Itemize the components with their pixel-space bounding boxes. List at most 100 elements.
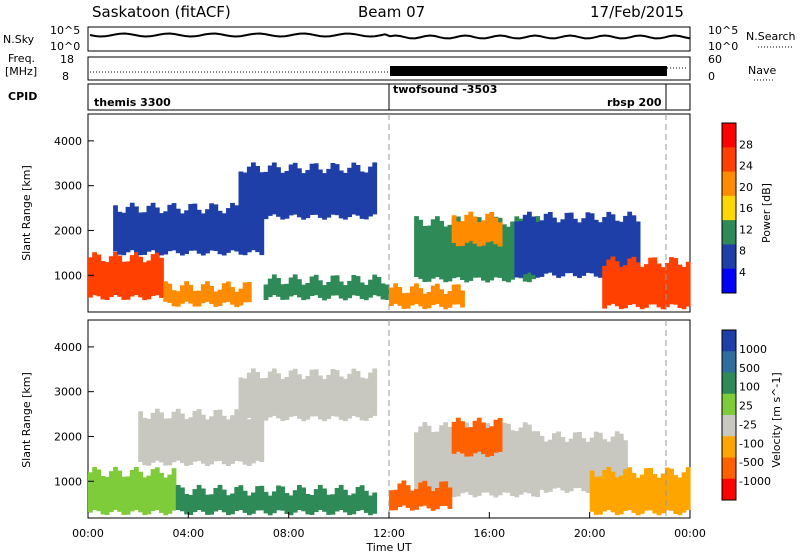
data-cell <box>138 256 143 298</box>
data-cell <box>163 211 169 255</box>
colorbar-tick-label: 12 <box>739 223 753 236</box>
data-cell <box>188 417 194 465</box>
data-cell <box>292 490 298 513</box>
data-cell <box>242 490 248 513</box>
data-cell <box>610 256 616 304</box>
data-cell <box>497 217 503 278</box>
data-cell <box>184 281 189 302</box>
data-cell <box>489 426 495 456</box>
station-title: Saskatoon (fitACF) <box>92 3 231 21</box>
nsky-trace <box>89 32 691 40</box>
data-cell <box>100 476 106 515</box>
cpid-segment-3: rbsp 200 <box>607 96 662 109</box>
data-cell <box>134 206 139 253</box>
freq-panel <box>87 56 691 81</box>
data-cell <box>347 373 352 419</box>
data-cell <box>552 433 557 489</box>
data-cell <box>585 212 591 273</box>
data-cell <box>631 472 637 513</box>
data-cell <box>271 162 277 215</box>
data-cell <box>656 477 662 516</box>
data-cell <box>334 164 340 216</box>
data-cell <box>677 264 683 308</box>
data-cell <box>301 487 306 512</box>
data-cell <box>376 277 382 297</box>
data-cell <box>226 208 231 253</box>
data-cell <box>627 467 633 511</box>
data-cell <box>113 252 118 295</box>
data-cell <box>610 214 616 274</box>
data-cell <box>121 476 127 515</box>
data-cell <box>292 368 298 417</box>
data-cell <box>180 285 185 304</box>
nsearch-label: N.Search <box>746 30 796 43</box>
data-cell <box>435 488 440 510</box>
data-cell <box>317 484 323 510</box>
data-cell <box>267 495 273 516</box>
power-y-axis-label: Slant Range [km] <box>20 165 33 261</box>
data-cell <box>226 281 231 302</box>
data-cell <box>259 485 265 511</box>
data-cell <box>535 431 541 488</box>
data-cell <box>485 428 490 457</box>
data-cell <box>405 292 411 309</box>
colorbar-swatch <box>722 478 736 501</box>
data-cell <box>493 216 499 278</box>
data-cell <box>506 423 511 493</box>
data-cell <box>623 215 628 275</box>
data-cell <box>242 282 248 303</box>
data-cell <box>167 283 173 303</box>
data-cell <box>163 418 169 466</box>
power-y-ticks: 1000 2000 3000 4000 <box>54 135 94 282</box>
data-cell <box>297 279 302 298</box>
data-cell <box>146 260 152 300</box>
data-cell <box>263 284 269 300</box>
data-cell <box>108 256 114 298</box>
data-cell <box>644 264 649 308</box>
data-cell <box>297 374 302 419</box>
data-cell <box>238 377 244 421</box>
data-cell <box>221 415 227 465</box>
data-cell <box>673 258 679 305</box>
data-cell <box>171 468 177 511</box>
data-cell <box>226 495 231 516</box>
data-cell <box>472 420 478 454</box>
data-cell <box>238 410 244 462</box>
data-cell <box>113 205 118 252</box>
data-cell <box>284 283 290 300</box>
data-cell <box>372 274 378 296</box>
data-cell <box>338 376 344 420</box>
freq-tick-top: 18 <box>60 53 74 66</box>
data-cell <box>514 431 520 488</box>
nave-tick-top: 60 <box>708 53 722 66</box>
colorbar-swatch <box>722 436 736 458</box>
x-axis-label: Time UT <box>365 541 411 554</box>
date-title: 17/Feb/2015 <box>590 3 684 21</box>
data-cell <box>384 284 390 300</box>
data-cell <box>644 468 649 511</box>
y-tick-label: 2000 <box>54 224 82 237</box>
data-cell <box>192 290 198 307</box>
x-tick-label: 00:00 <box>72 527 104 540</box>
data-cell <box>639 474 645 514</box>
data-cell <box>485 226 490 283</box>
data-cell <box>209 203 214 251</box>
data-cell <box>338 484 344 510</box>
y-tick-label: 3000 <box>54 386 82 399</box>
data-cell <box>242 172 248 220</box>
data-cell <box>301 284 306 301</box>
data-cell <box>560 437 566 491</box>
data-cell <box>593 219 599 277</box>
colorbar-tick-label: 28 <box>739 138 753 151</box>
colorbar-swatch <box>722 123 736 148</box>
data-cell <box>209 285 214 305</box>
data-cell <box>497 428 503 496</box>
data-cell <box>217 409 223 462</box>
data-cell <box>255 408 260 461</box>
data-cell <box>685 467 691 510</box>
data-cell <box>510 430 515 497</box>
data-cell <box>313 369 319 417</box>
data-cell <box>276 167 281 217</box>
nave-block <box>390 66 667 76</box>
data-cell <box>284 171 290 219</box>
